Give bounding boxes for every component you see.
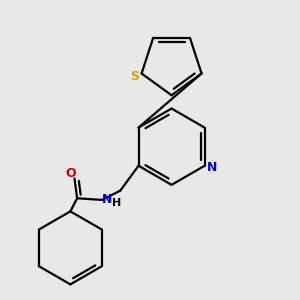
Text: S: S — [130, 70, 139, 83]
Text: N: N — [207, 161, 217, 174]
Text: N: N — [102, 194, 112, 206]
Text: H: H — [112, 198, 121, 208]
Text: O: O — [66, 167, 76, 180]
